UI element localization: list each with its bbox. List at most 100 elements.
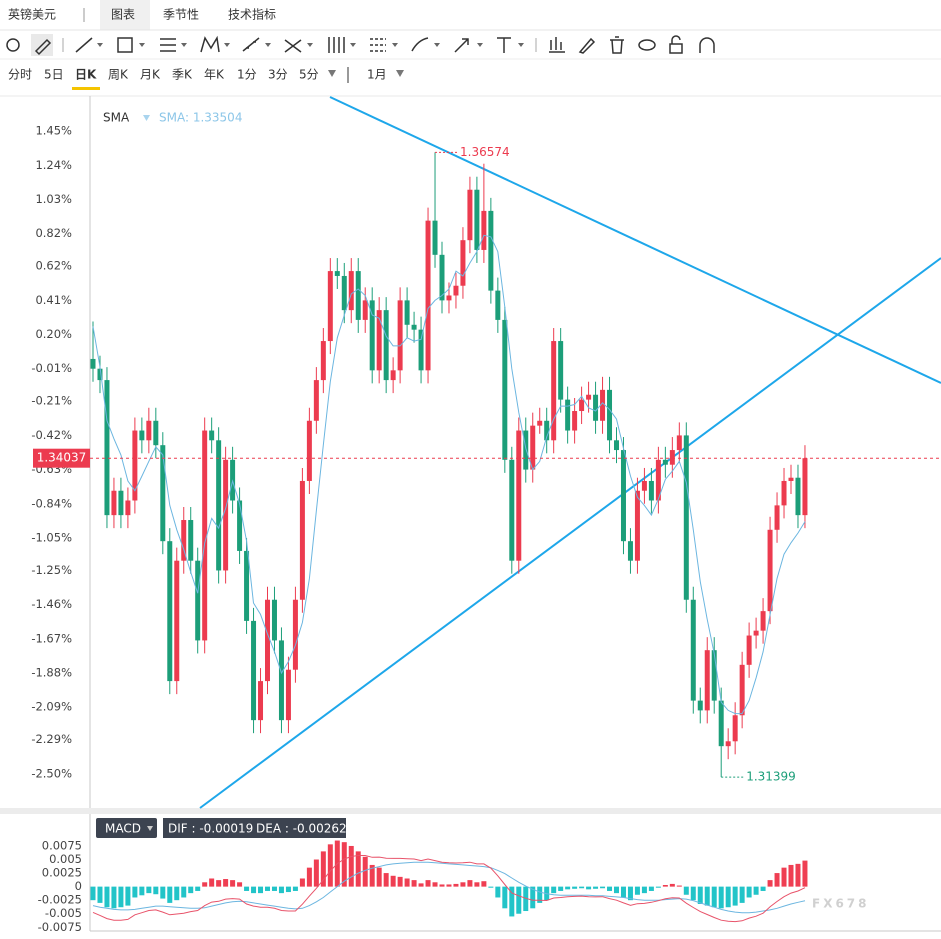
candle-body xyxy=(334,271,340,276)
toolbar-icon[interactable] xyxy=(6,38,20,52)
macd-bar xyxy=(530,886,536,909)
macd-bar xyxy=(739,886,745,903)
macd-bar xyxy=(662,885,668,887)
tab[interactable]: 图表 xyxy=(111,8,135,22)
dropdown-arrow[interactable] xyxy=(139,43,145,47)
y-tick-label: -2.50% xyxy=(31,766,72,780)
candle-body xyxy=(111,490,117,516)
dropdown-arrow[interactable] xyxy=(392,43,398,47)
period[interactable]: 5分 xyxy=(299,68,319,82)
period[interactable]: 季K xyxy=(172,68,193,82)
candle-body xyxy=(125,500,131,516)
period[interactable]: 年K xyxy=(204,68,225,82)
dropdown-arrow[interactable] xyxy=(328,70,336,77)
candle-body xyxy=(732,715,738,742)
candle-body xyxy=(278,640,284,721)
tab[interactable]: 技术指标 xyxy=(228,7,276,22)
candle-body xyxy=(118,490,124,516)
candle-body xyxy=(348,271,354,311)
y-tick-label: -2.09% xyxy=(31,700,72,714)
period[interactable]: 分时 xyxy=(8,68,32,82)
macd-bar xyxy=(481,881,487,887)
toolbar-icon[interactable] xyxy=(242,37,260,52)
y-tick-label: -1.88% xyxy=(31,665,72,679)
dropdown-arrow[interactable] xyxy=(396,70,404,77)
macd-bar xyxy=(188,886,194,894)
toolbar-icon[interactable] xyxy=(578,37,596,54)
range[interactable]: 1月 xyxy=(367,68,387,82)
macd-bar xyxy=(299,878,305,887)
candle-body xyxy=(704,650,710,711)
y-tick-label: 1.24% xyxy=(35,158,72,172)
toolbar-icon[interactable] xyxy=(117,37,133,53)
macd-bar xyxy=(641,886,647,894)
dropdown-arrow[interactable] xyxy=(350,43,356,47)
candle-body xyxy=(488,210,494,291)
toolbar-icon[interactable] xyxy=(671,35,681,44)
toolbar-icon[interactable] xyxy=(200,35,220,53)
toolbar-icon[interactable] xyxy=(160,38,176,52)
candle-body xyxy=(460,240,466,286)
period-active[interactable]: 日K xyxy=(75,68,97,82)
toolbar-icon[interactable] xyxy=(638,39,656,51)
y-tick-label: 0 xyxy=(75,879,82,893)
period[interactable]: 1分 xyxy=(237,68,257,82)
dropdown-arrow[interactable] xyxy=(97,43,103,47)
indicator-button[interactable] xyxy=(96,818,157,838)
period[interactable]: 5日 xyxy=(44,68,64,82)
period[interactable]: 月K xyxy=(140,68,161,82)
macd-label: MACD xyxy=(105,822,141,836)
toolbar-icon[interactable] xyxy=(284,39,302,53)
macd-bar xyxy=(704,886,710,906)
candle-body xyxy=(369,300,375,371)
dropdown-arrow[interactable] xyxy=(224,43,230,47)
macd-bar xyxy=(781,867,787,887)
candle-body xyxy=(341,275,347,311)
trend-line[interactable] xyxy=(199,257,941,809)
candle-body xyxy=(306,420,312,481)
macd-bar xyxy=(278,886,284,894)
tab[interactable]: 季节性 xyxy=(163,8,199,22)
candle-body xyxy=(320,341,326,381)
toolbar-icon[interactable] xyxy=(34,38,52,56)
toolbar-icon[interactable] xyxy=(669,43,683,54)
dropdown-arrow[interactable] xyxy=(307,43,313,47)
candle-body xyxy=(418,329,424,371)
candle-body xyxy=(362,300,368,320)
trend-line[interactable] xyxy=(329,96,941,384)
dropdown-arrow[interactable] xyxy=(147,826,153,831)
low-label: 1.31399 xyxy=(746,770,796,784)
toolbar-icon[interactable] xyxy=(549,37,565,53)
macd-bar xyxy=(404,878,410,887)
macd-bar xyxy=(369,864,375,887)
toolbar-icon[interactable] xyxy=(328,37,345,53)
candle-body xyxy=(593,394,599,421)
macd-bar xyxy=(558,886,564,891)
toolbar-icon[interactable] xyxy=(370,38,386,52)
candle-body xyxy=(802,458,808,516)
toolbar-icon[interactable] xyxy=(699,37,715,53)
macd-bar xyxy=(320,851,326,887)
toolbar-icon[interactable] xyxy=(411,37,429,52)
period[interactable]: 3分 xyxy=(268,68,288,82)
toolbar-icon[interactable] xyxy=(610,36,624,54)
macd-bar xyxy=(551,886,557,894)
macd-bar xyxy=(788,864,794,887)
dropdown-arrow[interactable] xyxy=(143,115,150,121)
candle-body xyxy=(516,430,522,561)
candle-body xyxy=(244,550,250,621)
toolbar-icon[interactable] xyxy=(454,38,469,53)
dropdown-arrow[interactable] xyxy=(265,43,271,47)
toolbar-icon[interactable] xyxy=(75,37,93,53)
candle-body xyxy=(271,599,277,641)
period[interactable]: 周K xyxy=(108,68,129,82)
candle-body xyxy=(146,420,152,441)
dropdown-arrow[interactable] xyxy=(477,43,483,47)
y-tick-label: 1.03% xyxy=(35,192,72,206)
toolbar-icon[interactable] xyxy=(497,37,511,53)
candle-body xyxy=(746,635,752,665)
dropdown-arrow[interactable] xyxy=(518,43,524,47)
dropdown-arrow[interactable] xyxy=(181,43,187,47)
dropdown-arrow[interactable] xyxy=(434,43,440,47)
